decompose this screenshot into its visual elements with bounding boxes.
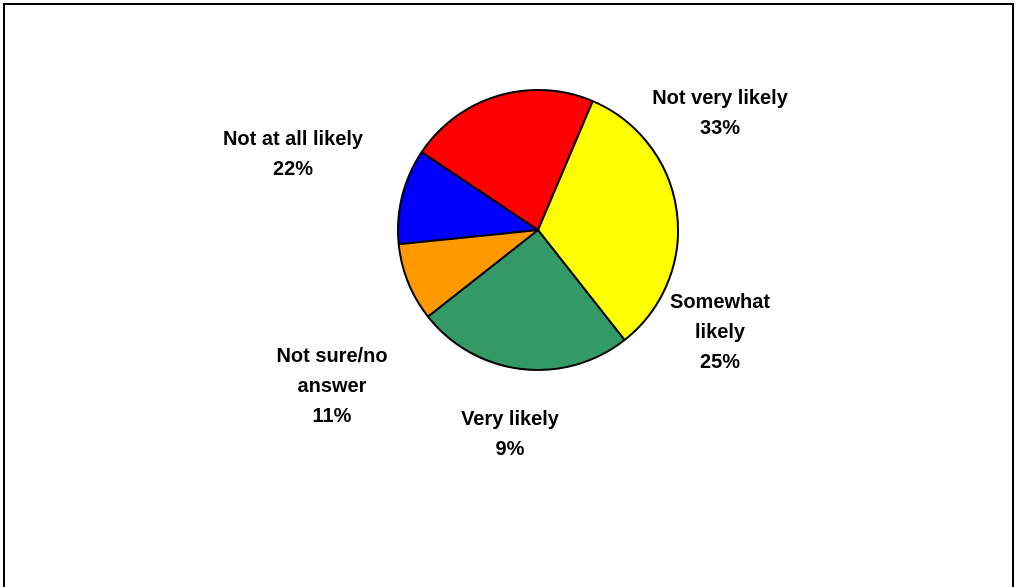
pie-slice bbox=[397, 229, 539, 318]
slice-label: Not very likely 33% bbox=[652, 87, 789, 139]
slice-label: Not sure/no answer 11% bbox=[276, 345, 387, 427]
slice-label: Not at all likely 22% bbox=[223, 128, 364, 180]
pie-slice bbox=[426, 229, 626, 371]
pie-slice bbox=[420, 89, 594, 231]
pie-slice bbox=[537, 100, 679, 342]
slice-label: Very likely 9% bbox=[461, 408, 560, 460]
pie-slice bbox=[397, 151, 539, 246]
slice-label: Somewhat likely 25% bbox=[670, 291, 770, 373]
